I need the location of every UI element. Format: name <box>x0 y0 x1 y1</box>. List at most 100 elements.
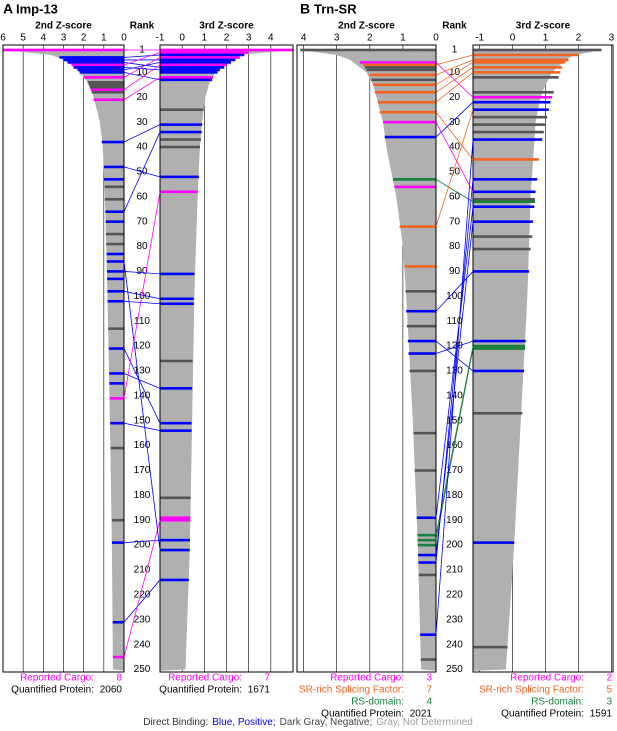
highlight-bar <box>420 633 436 636</box>
rank-link <box>435 109 474 227</box>
highlight-bar <box>160 130 202 134</box>
x-tick-label: 4 <box>41 33 47 44</box>
rank-tick-label: 130 <box>134 366 151 377</box>
highlight-bar <box>104 197 124 201</box>
rank-tick-label: 50 <box>449 167 461 178</box>
highlight-bar <box>160 272 195 276</box>
highlight-bar <box>394 185 436 189</box>
rank-link <box>123 124 161 143</box>
rank-tick-label: 170 <box>134 465 151 476</box>
highlight-bar <box>473 200 535 204</box>
rank-tick-label: 150 <box>134 415 151 426</box>
highlight-bar <box>108 347 124 350</box>
highlight-bar <box>160 108 204 111</box>
highlight-bar <box>363 63 436 67</box>
highlight-bar <box>300 48 436 52</box>
highlight-bar <box>160 175 199 179</box>
highlight-bar <box>160 68 220 72</box>
rank-tick-label: 1 <box>452 45 458 56</box>
x-tick-label: 4 <box>301 33 307 44</box>
highlight-bar <box>364 66 436 69</box>
highlight-bar <box>473 158 539 161</box>
highlight-bar <box>473 645 508 649</box>
highlight-bar <box>371 78 436 82</box>
caption-part: Gray, Not Determined <box>376 717 473 728</box>
highlight-bar <box>103 178 124 181</box>
highlight-bar <box>473 344 526 348</box>
highlight-bar <box>160 123 203 126</box>
highlight-bar <box>473 220 533 223</box>
highlight-bar <box>373 83 436 87</box>
rank-link <box>435 179 474 563</box>
count-label: RS-domain: <box>351 697 404 708</box>
count-value: 4 <box>426 697 432 708</box>
x-tick-label: -1 <box>475 33 484 44</box>
highlight-bar <box>473 347 526 350</box>
highlight-bar <box>413 431 436 435</box>
axis-title: 2nd Z-score <box>35 21 92 32</box>
highlight-bar <box>383 120 436 124</box>
rank-link <box>123 52 161 66</box>
highlight-bar <box>473 411 523 415</box>
x-tick-label: 3 <box>334 33 340 44</box>
rank-link <box>123 300 161 305</box>
rank-tick-label: 240 <box>446 639 463 650</box>
count-label: Quantified Protein: <box>11 685 94 696</box>
highlight-bar <box>112 620 124 624</box>
x-tick-label: 1 <box>101 33 107 44</box>
highlight-bar <box>473 270 529 273</box>
highlight-bar <box>473 53 579 57</box>
rank-tick-label: 60 <box>449 191 461 202</box>
highlight-bar <box>107 270 124 273</box>
highlight-bar <box>473 71 561 74</box>
rank-tick-label: 40 <box>449 142 461 153</box>
x-tick-label: 5 <box>20 33 26 44</box>
count-value: 2021 <box>410 709 433 720</box>
rank-tick-label: 200 <box>446 540 463 551</box>
highlight-bar <box>71 63 124 67</box>
count-label: Quantified Protein: <box>159 685 242 696</box>
highlight-bar <box>473 190 536 194</box>
rank-title: Rank <box>130 21 155 32</box>
highlight-bar <box>392 178 436 181</box>
rank-tick-label: 140 <box>446 390 463 401</box>
rank-link <box>435 340 474 372</box>
highlight-bar <box>59 56 124 59</box>
highlight-bar <box>160 63 227 67</box>
count-label: Reported Cargo: <box>330 673 404 684</box>
highlight-bar <box>473 123 546 126</box>
x-tick-label: 0 <box>433 33 439 44</box>
caption-part: Direct Binding: <box>143 717 208 728</box>
highlight-bar <box>160 496 191 500</box>
highlight-bar <box>105 210 124 214</box>
rank-link <box>123 373 161 389</box>
rank-link <box>123 271 161 275</box>
rank-link <box>435 121 474 192</box>
highlight-bar <box>420 658 436 661</box>
caption-part: Blue, Positive; <box>212 717 275 728</box>
x-tick-label: 1 <box>543 33 549 44</box>
rank-tick-label: 70 <box>449 216 461 227</box>
rank-tick-label: 100 <box>134 291 151 302</box>
highlight-bar <box>160 61 231 64</box>
rank-tick-label: 180 <box>446 490 463 501</box>
profile-area <box>300 48 436 671</box>
highlight-bar <box>473 235 533 238</box>
highlight-bar <box>160 145 200 149</box>
panel-label: B <box>300 1 310 17</box>
rank-link <box>435 206 474 518</box>
rank-tick-label: 90 <box>449 266 461 277</box>
highlight-bar <box>160 302 194 306</box>
highlight-bar <box>160 53 245 57</box>
rank-tick-label: 180 <box>134 490 151 501</box>
panel-title: Imp-13 <box>16 1 58 16</box>
rank-tick-label: 110 <box>134 316 150 327</box>
x-tick-label: 3 <box>246 33 252 44</box>
highlight-bar <box>160 190 198 194</box>
highlight-bar <box>107 299 124 303</box>
rank-link <box>123 261 161 551</box>
panel-label: A <box>3 1 13 17</box>
rank-tick-label: 250 <box>134 664 151 675</box>
highlight-bar <box>473 95 553 99</box>
highlight-bar <box>160 429 192 432</box>
